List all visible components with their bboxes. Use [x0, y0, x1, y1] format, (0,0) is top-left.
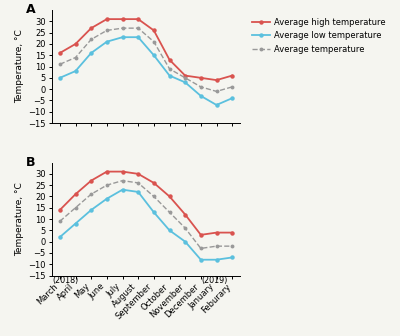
Average temperature [104, 183, 109, 187]
Average temperature [73, 206, 78, 210]
Average low temperature [136, 190, 140, 194]
Average high temperature [152, 181, 156, 185]
Average temperature [136, 26, 140, 30]
Average low temperature [58, 235, 62, 239]
Average high temperature [104, 17, 109, 21]
Average temperature [73, 55, 78, 59]
Average temperature [167, 210, 172, 214]
Average low temperature [198, 94, 203, 98]
Average low temperature [89, 51, 94, 55]
Average low temperature [214, 258, 219, 262]
Average low temperature [120, 188, 125, 192]
Average temperature [183, 226, 188, 230]
Average high temperature [183, 212, 188, 216]
Line: Average temperature: Average temperature [58, 26, 234, 93]
Average high temperature [136, 17, 140, 21]
Average low temperature [104, 40, 109, 44]
Average temperature [136, 181, 140, 185]
Average high temperature [198, 76, 203, 80]
Average high temperature [73, 192, 78, 196]
Average high temperature [58, 51, 62, 55]
Line: Average temperature: Average temperature [58, 179, 234, 250]
Average high temperature [58, 208, 62, 212]
Average high temperature [214, 230, 219, 235]
Average low temperature [89, 208, 94, 212]
Average high temperature [136, 172, 140, 176]
Average temperature [89, 192, 94, 196]
Average high temperature [120, 17, 125, 21]
Average low temperature [183, 80, 188, 84]
Average low temperature [152, 210, 156, 214]
Average temperature [230, 85, 234, 89]
Y-axis label: Temperature, °C: Temperature, °C [15, 30, 24, 103]
Average high temperature [152, 29, 156, 33]
Average low temperature [58, 76, 62, 80]
Line: Average high temperature: Average high temperature [58, 17, 234, 82]
Average low temperature [230, 96, 234, 100]
Average high temperature [89, 179, 94, 183]
Average high temperature [230, 74, 234, 78]
Line: Average low temperature: Average low temperature [58, 187, 234, 262]
Line: Average low temperature: Average low temperature [58, 35, 234, 107]
Average temperature [104, 29, 109, 33]
Text: A: A [26, 3, 35, 16]
Average temperature [89, 37, 94, 41]
Average high temperature [214, 78, 219, 82]
Average low temperature [136, 35, 140, 39]
Average low temperature [167, 74, 172, 78]
Average low temperature [73, 69, 78, 73]
Average low temperature [198, 258, 203, 262]
Average temperature [183, 76, 188, 80]
Average high temperature [120, 170, 125, 174]
Average temperature [167, 67, 172, 71]
Average temperature [58, 62, 62, 66]
Average low temperature [73, 221, 78, 225]
Average high temperature [198, 233, 203, 237]
Average temperature [214, 89, 219, 93]
Average high temperature [73, 42, 78, 46]
Text: B: B [26, 156, 35, 169]
Average high temperature [230, 230, 234, 235]
Average low temperature [230, 255, 234, 259]
Line: Average high temperature: Average high temperature [58, 169, 234, 237]
Average high temperature [167, 58, 172, 62]
Average temperature [120, 26, 125, 30]
Average temperature [198, 85, 203, 89]
Average high temperature [167, 195, 172, 199]
Average low temperature [104, 197, 109, 201]
Average temperature [198, 246, 203, 250]
Y-axis label: Temperature, °C: Temperature, °C [15, 182, 24, 256]
Average high temperature [89, 26, 94, 30]
Average low temperature [167, 228, 172, 233]
Average low temperature [183, 240, 188, 244]
Average temperature [58, 219, 62, 223]
Average high temperature [183, 74, 188, 78]
Text: (2019): (2019) [202, 276, 228, 285]
Average temperature [120, 179, 125, 183]
Average temperature [152, 195, 156, 199]
Text: (2018): (2018) [53, 276, 79, 285]
Average low temperature [214, 103, 219, 107]
Average temperature [230, 244, 234, 248]
Legend: Average high temperature, Average low temperature, Average temperature: Average high temperature, Average low te… [248, 14, 389, 57]
Average high temperature [104, 170, 109, 174]
Average temperature [214, 244, 219, 248]
Average low temperature [152, 53, 156, 57]
Average temperature [152, 40, 156, 44]
Average low temperature [120, 35, 125, 39]
